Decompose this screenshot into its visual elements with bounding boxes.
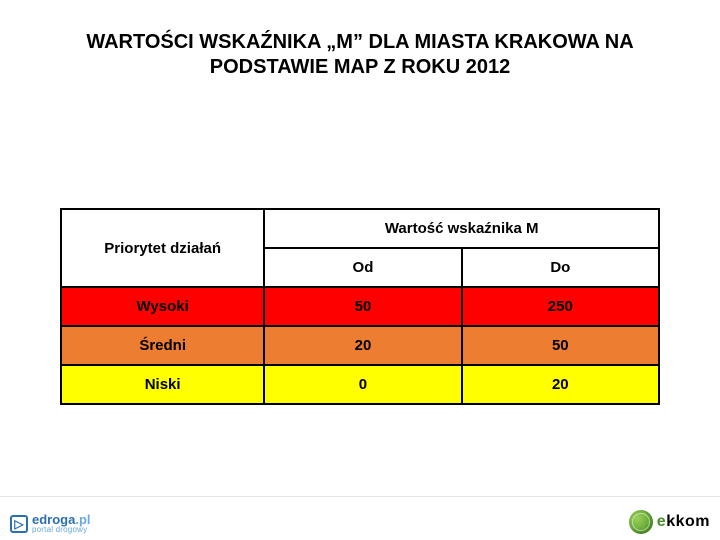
slide-title: WARTOŚCI WSKAŹNIKA „M” DLA MIASTA KRAKOW… [60, 30, 660, 80]
subheader-od: Od [264, 248, 461, 287]
subheader-do: Do [462, 248, 659, 287]
table-row: Priorytet działań Wartość wskaźnika M [61, 209, 659, 248]
edroga-mark-icon: ▷ [10, 515, 28, 533]
cell-label: Niski [61, 365, 264, 404]
header-value-span: Wartość wskaźnika M [264, 209, 659, 248]
table-row: Średni 20 50 [61, 326, 659, 365]
edroga-text: edroga.pl portal drogowy [32, 513, 91, 534]
cell-do: 50 [462, 326, 659, 365]
ekkom-name: ekkom [657, 513, 710, 531]
table-body: Wysoki 50 250 Średni 20 50 Niski 0 20 [61, 287, 659, 404]
logo-ekkom: ekkom [629, 510, 710, 534]
title-line-1: WARTOŚCI WSKAŹNIKA „M” DLA MIASTA KRAKOW… [86, 31, 633, 53]
slide: WARTOŚCI WSKAŹNIKA „M” DLA MIASTA KRAKOW… [0, 0, 720, 540]
cell-od: 50 [264, 287, 461, 326]
footer: ▷ edroga.pl portal drogowy ekkom [0, 496, 720, 540]
cell-label: Wysoki [61, 287, 264, 326]
cell-od: 20 [264, 326, 461, 365]
logo-edroga: ▷ edroga.pl portal drogowy [10, 513, 91, 534]
edroga-subtitle: portal drogowy [32, 526, 91, 534]
ekkom-prefix: e [657, 513, 666, 530]
cell-do: 20 [462, 365, 659, 404]
title-line-2: PODSTAWIE MAP Z ROKU 2012 [210, 56, 510, 78]
table-row: Niski 0 20 [61, 365, 659, 404]
cell-od: 0 [264, 365, 461, 404]
priority-table: Priorytet działań Wartość wskaźnika M Od… [60, 208, 660, 405]
globe-icon [629, 510, 653, 534]
header-priority: Priorytet działań [61, 209, 264, 287]
cell-label: Średni [61, 326, 264, 365]
table-row: Wysoki 50 250 [61, 287, 659, 326]
ekkom-rest: kkom [666, 513, 710, 530]
table-head: Priorytet działań Wartość wskaźnika M Od… [61, 209, 659, 287]
cell-do: 250 [462, 287, 659, 326]
